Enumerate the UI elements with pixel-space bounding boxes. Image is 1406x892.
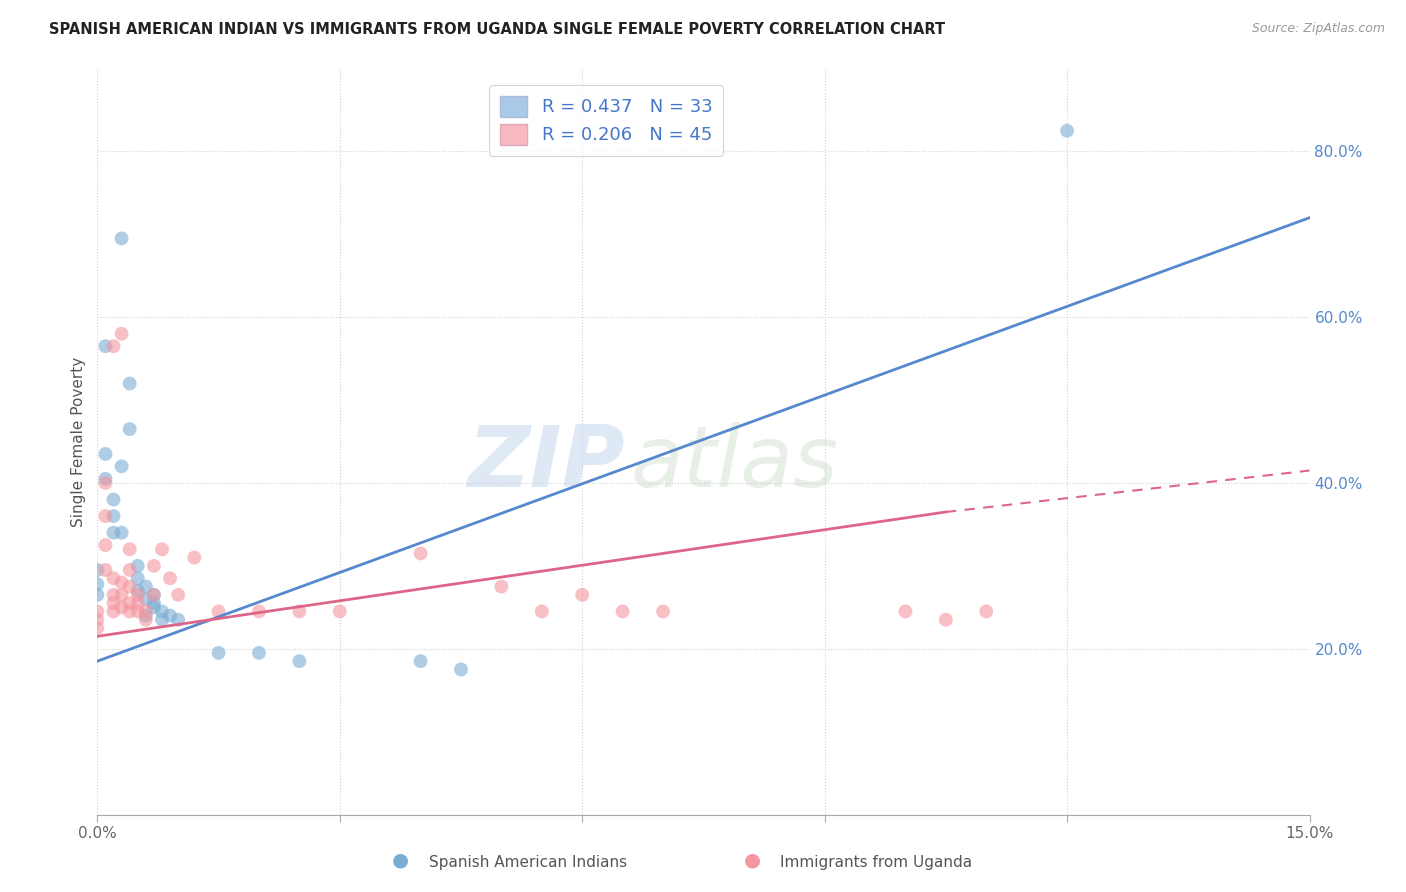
Point bbox=[110, 326, 132, 341]
Point bbox=[135, 613, 157, 627]
Point bbox=[491, 580, 513, 594]
Point bbox=[103, 604, 125, 618]
Text: ZIP: ZIP bbox=[467, 423, 624, 506]
Text: atlas: atlas bbox=[631, 423, 839, 506]
Point bbox=[288, 604, 311, 618]
Point bbox=[142, 558, 165, 573]
Point bbox=[894, 604, 917, 618]
Point bbox=[118, 376, 141, 391]
Point bbox=[118, 542, 141, 557]
Point bbox=[86, 604, 108, 618]
Point bbox=[135, 604, 157, 618]
Point bbox=[118, 563, 141, 577]
Point bbox=[103, 509, 125, 524]
Point bbox=[652, 604, 675, 618]
Point bbox=[127, 583, 149, 598]
Point bbox=[135, 580, 157, 594]
Point bbox=[103, 339, 125, 353]
Y-axis label: Single Female Poverty: Single Female Poverty bbox=[72, 357, 86, 526]
Point bbox=[110, 600, 132, 615]
Point bbox=[1056, 124, 1078, 138]
Point bbox=[127, 588, 149, 602]
Point bbox=[329, 604, 352, 618]
Point bbox=[118, 422, 141, 436]
Point bbox=[935, 613, 957, 627]
Point bbox=[142, 600, 165, 615]
Point bbox=[94, 563, 117, 577]
Point bbox=[183, 550, 205, 565]
Point bbox=[450, 663, 472, 677]
Point bbox=[167, 588, 190, 602]
Point bbox=[103, 571, 125, 585]
Point bbox=[118, 580, 141, 594]
Point bbox=[103, 492, 125, 507]
Point bbox=[135, 608, 157, 623]
Point bbox=[142, 588, 165, 602]
Point bbox=[409, 654, 432, 668]
Text: ●: ● bbox=[744, 851, 761, 870]
Point bbox=[127, 604, 149, 618]
Point bbox=[110, 231, 132, 245]
Point bbox=[94, 339, 117, 353]
Point bbox=[247, 604, 270, 618]
Point bbox=[530, 604, 553, 618]
Point bbox=[288, 654, 311, 668]
Point bbox=[86, 563, 108, 577]
Point bbox=[110, 525, 132, 540]
Point bbox=[110, 459, 132, 474]
Point bbox=[103, 525, 125, 540]
Point bbox=[127, 558, 149, 573]
Point bbox=[94, 538, 117, 552]
Point bbox=[94, 509, 117, 524]
Point bbox=[94, 472, 117, 486]
Point bbox=[94, 475, 117, 490]
Point bbox=[86, 613, 108, 627]
Point bbox=[86, 577, 108, 591]
Point bbox=[409, 546, 432, 560]
Point bbox=[159, 571, 181, 585]
Point bbox=[207, 604, 229, 618]
Point bbox=[571, 588, 593, 602]
Point bbox=[142, 596, 165, 610]
Point bbox=[127, 596, 149, 610]
Legend: R = 0.437   N = 33, R = 0.206   N = 45: R = 0.437 N = 33, R = 0.206 N = 45 bbox=[489, 85, 724, 155]
Point bbox=[110, 588, 132, 602]
Text: Source: ZipAtlas.com: Source: ZipAtlas.com bbox=[1251, 22, 1385, 36]
Text: SPANISH AMERICAN INDIAN VS IMMIGRANTS FROM UGANDA SINGLE FEMALE POVERTY CORRELAT: SPANISH AMERICAN INDIAN VS IMMIGRANTS FR… bbox=[49, 22, 945, 37]
Point bbox=[612, 604, 634, 618]
Point bbox=[150, 613, 173, 627]
Point bbox=[135, 592, 157, 607]
Point bbox=[150, 542, 173, 557]
Point bbox=[150, 604, 173, 618]
Point bbox=[167, 613, 190, 627]
Text: Spanish American Indians: Spanish American Indians bbox=[429, 855, 627, 870]
Point bbox=[118, 604, 141, 618]
Point bbox=[142, 588, 165, 602]
Point bbox=[247, 646, 270, 660]
Point bbox=[127, 571, 149, 585]
Point bbox=[118, 596, 141, 610]
Point bbox=[974, 604, 997, 618]
Point bbox=[159, 608, 181, 623]
Point bbox=[86, 588, 108, 602]
Text: Immigrants from Uganda: Immigrants from Uganda bbox=[780, 855, 973, 870]
Point bbox=[94, 447, 117, 461]
Point bbox=[110, 575, 132, 590]
Point bbox=[103, 596, 125, 610]
Point bbox=[86, 621, 108, 635]
Text: ●: ● bbox=[392, 851, 409, 870]
Point bbox=[103, 588, 125, 602]
Point bbox=[207, 646, 229, 660]
